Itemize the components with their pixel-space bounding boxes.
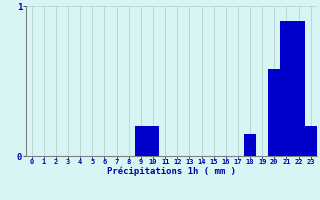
- Bar: [135, 126, 147, 156]
- Bar: [280, 21, 292, 156]
- Bar: [268, 69, 280, 156]
- X-axis label: Précipitations 1h ( mm ): Précipitations 1h ( mm ): [107, 167, 236, 176]
- Bar: [244, 134, 256, 156]
- Bar: [147, 126, 159, 156]
- Bar: [292, 21, 305, 156]
- Bar: [305, 126, 317, 156]
